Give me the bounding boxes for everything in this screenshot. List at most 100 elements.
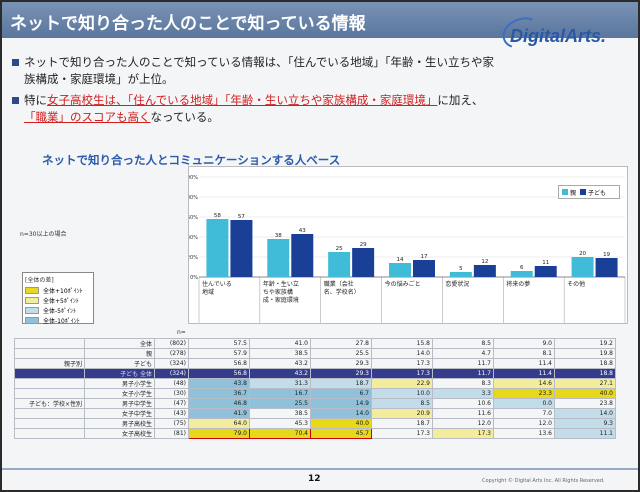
bar-value-label: 6 — [520, 265, 524, 271]
table-cell: 14.0 — [310, 408, 372, 419]
table-row: 親子別 子ども (324) 56.8 43.2 29.3 17.3 11.7 11.4 18.8 — [14, 358, 616, 369]
row-label: 男子小学生 — [84, 378, 155, 389]
swatch-minus10 — [25, 316, 39, 324]
table-cell: 3.3 — [432, 388, 494, 399]
category-label: ちや家族構 — [263, 288, 293, 296]
table-cell: 4.7 — [432, 348, 494, 359]
sample-size: (30) — [154, 388, 189, 399]
category-label: 恋愛状況 — [445, 280, 469, 288]
bullet-2-pre: 特に — [24, 93, 47, 107]
bar-parent — [510, 271, 533, 277]
table-row: 女子高校生 (81) 79.0 70.4 45.7 17.3 17.3 13.6 11.1 — [14, 428, 616, 439]
bullet-1-line-2: 族構成・家庭環境」が上位。 — [24, 72, 174, 86]
table-cell: 11.4 — [493, 358, 555, 369]
group-label — [14, 428, 85, 439]
table-cell: 43.8 — [188, 378, 250, 389]
group-label — [14, 338, 85, 349]
table-cell: 27.8 — [310, 338, 372, 349]
sample-size: (47) — [154, 398, 189, 409]
row-label: 子ども — [84, 358, 155, 369]
bar-child — [473, 265, 496, 277]
bar-child — [534, 266, 557, 277]
category-label: 名、学校名） — [324, 288, 360, 296]
swatch-plus10 — [25, 286, 39, 294]
table-cell: 43.2 — [249, 358, 311, 369]
table-cell: 43.2 — [249, 368, 311, 379]
table-cell: 16.7 — [249, 388, 311, 399]
row-label: 親 — [84, 348, 155, 359]
table-cell: 17.3 — [371, 428, 433, 439]
bullet-1-cont: 族構成・家庭環境」が上位。 — [24, 71, 174, 88]
table-cell: 12.0 — [432, 418, 494, 429]
legend-child-label: 子ども — [588, 189, 607, 197]
table-cell: 36.7 — [188, 388, 250, 399]
table-cell: 15.8 — [371, 338, 433, 349]
table-cell: 41.9 — [188, 408, 250, 419]
table-cell: 10.0 — [371, 388, 433, 399]
table-cell: 19.8 — [554, 348, 616, 359]
bar-value-label: 17 — [421, 254, 428, 260]
table-cell: 7.0 — [493, 408, 555, 419]
table-row: 子ども：学校×性別 男子中学生 (47) 46.8 25.5 14.9 8.5 10.6 0.0… — [14, 398, 616, 409]
table-row: 女子中学生 (43) 41.9 38.5 14.0 20.9 11.6 7.0 14.0 — [14, 408, 616, 419]
y-tick-label: 40% — [189, 235, 198, 241]
sample-size: (43) — [154, 408, 189, 419]
table-cell: 14.0 — [371, 348, 433, 359]
table-row: 男子小学生 (48) 43.8 31.3 18.7 22.9 8.3 14.6 27.1 — [14, 378, 616, 389]
table-cell: 40.0 — [310, 418, 372, 429]
row-label: 男子高校生 — [84, 418, 155, 429]
table-cell: 12.0 — [493, 418, 555, 429]
table-cell: 8.3 — [432, 378, 494, 389]
table-cell: 17.3 — [432, 428, 494, 439]
sample-size: (75) — [154, 418, 189, 429]
group-label — [14, 408, 85, 419]
bullet-1-line-1: ネットで知り合った人のことで知っている情報は、「住んでいる地域」「年齢・生い立ち… — [24, 55, 494, 69]
y-tick-label: 100% — [189, 175, 198, 181]
bar-value-label: 43 — [299, 228, 306, 234]
table-cell: 17.3 — [371, 358, 433, 369]
bar-value-label: 20 — [579, 251, 586, 257]
table-cell: 46.8 — [188, 398, 250, 409]
y-tick-label: 0% — [190, 275, 198, 281]
row-label: 女子高校生 — [84, 428, 155, 439]
sample-size: (48) — [154, 378, 189, 389]
title-bar: ネットで知り合った人のことで知っている情報 — [2, 2, 638, 38]
y-tick-label: 60% — [189, 215, 198, 221]
table-cell: 31.3 — [249, 378, 311, 389]
bullet-3-post: なっている。 — [150, 110, 219, 124]
group-label — [14, 388, 85, 399]
table-cell: 23.3 — [493, 388, 555, 399]
table-cell: 64.0 — [188, 418, 250, 429]
bar-value-label: 38 — [275, 233, 282, 239]
table-cell: 13.6 — [493, 428, 555, 439]
slide-title: ネットで知り合った人のことで知っている情報 — [10, 14, 366, 34]
table-cell: 38.5 — [249, 408, 311, 419]
bar-value-label: 19 — [603, 252, 610, 258]
n-label: n= — [177, 329, 186, 336]
bar-value-label: 29 — [360, 242, 367, 248]
table-cell: 20.9 — [371, 408, 433, 419]
bar-child — [291, 234, 314, 277]
row-label: 男子中学生 — [84, 398, 155, 409]
legend-label: 全体+5ﾎﾟｲﾝﾄ — [43, 297, 79, 305]
table-row: 男子高校生 (75) 64.0 45.3 40.0 18.7 12.0 12.0 9.3 — [14, 418, 616, 429]
bullet-1: ネットで知り合った人のことで知っている情報は、「住んでいる地域」「年齢・生い立ち… — [12, 54, 494, 71]
bullet-2-cont: 「職業」のスコアも高くなっている。 — [24, 109, 219, 126]
table-cell: 11.1 — [554, 428, 616, 439]
bar-child — [413, 260, 435, 277]
diff-legend: [全体の差] 全体+10ﾎﾟｲﾝﾄ 全体+5ﾎﾟｲﾝﾄ 全体-5ﾎﾟｲﾝﾄ 全体… — [22, 272, 94, 325]
bullet-2: 特に女子高校生は、「住んでいる地域」「年齢・生い立ちや家族構成・家庭環境」に加え… — [12, 92, 483, 109]
bar-child — [230, 220, 253, 277]
table-cell: 8.5 — [432, 338, 494, 349]
table-cell: 10.6 — [432, 398, 494, 409]
table-cell: 25.5 — [249, 398, 311, 409]
table-cell: 29.3 — [310, 368, 372, 379]
data-table: 全体 (802) 57.5 41.0 27.8 15.8 8.5 9.0 19.2 親 (278) 5… — [14, 338, 616, 439]
row-label: 女子小学生 — [84, 388, 155, 399]
page-number: 12 — [308, 474, 321, 484]
table-cell: 6.7 — [310, 388, 372, 399]
table-cell: 8.5 — [371, 398, 433, 409]
bar-value-label: 57 — [238, 214, 245, 220]
table-cell: 17.3 — [371, 368, 433, 379]
